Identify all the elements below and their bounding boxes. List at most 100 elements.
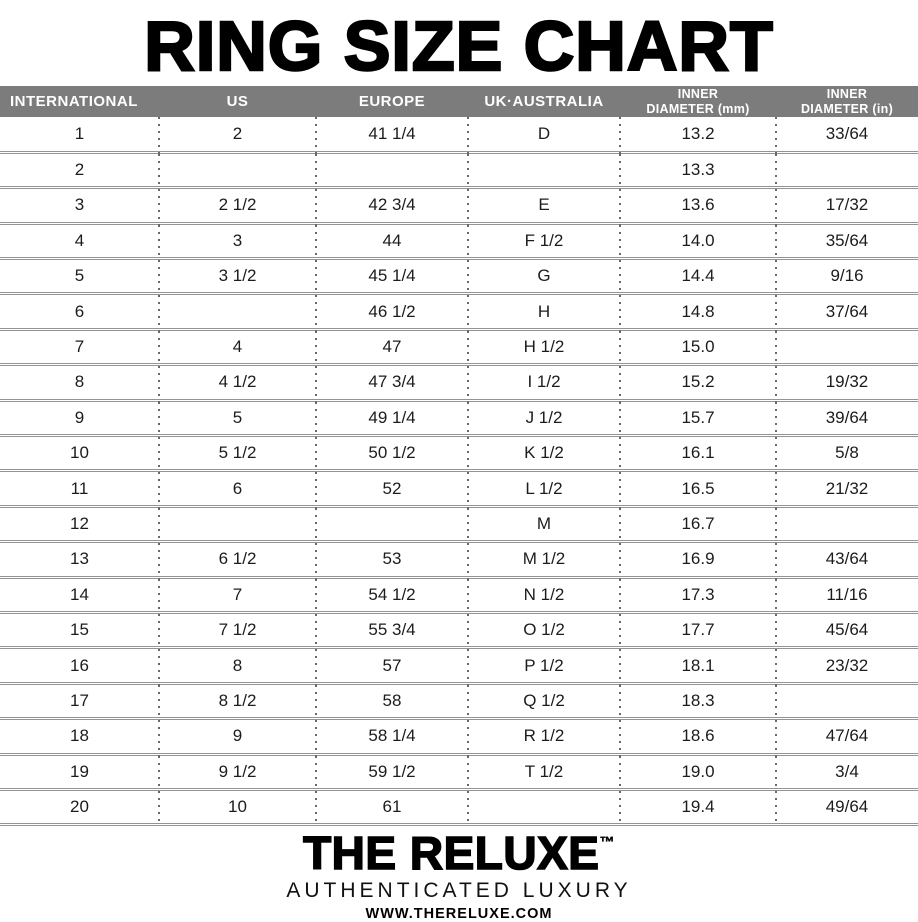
cell-europe: 49 1/4	[316, 400, 469, 438]
table-row: 17 8 1/2 58 Q 1/2 18.3	[0, 683, 918, 721]
cell-uk-australia	[468, 789, 621, 827]
column-header-inner-diameter-in: INNER DIAMETER (in)	[776, 86, 918, 117]
cell-inner-diameter-in: 39/64	[776, 400, 918, 438]
cell-inner-diameter-in: 19/32	[776, 364, 918, 402]
cell-us: 3	[159, 223, 317, 261]
table-row: 16 8 57 P 1/2 18.1 23/32	[0, 647, 918, 685]
cell-inner-diameter-in: 9/16	[776, 258, 918, 296]
cell-international: 8	[0, 364, 160, 402]
page-title: RING SIZE CHART	[143, 6, 774, 87]
cell-international: 5	[0, 258, 160, 296]
table-row: 19 9 1/2 59 1/2 T 1/2 19.0 3/4	[0, 754, 918, 791]
cell-europe: 54 1/2	[316, 577, 469, 614]
cell-uk-australia	[468, 152, 621, 190]
column-header-inner-diameter-mm-line1: INNER	[677, 86, 719, 101]
cell-inner-diameter-in	[776, 152, 918, 190]
cell-europe: 41 1/4	[316, 117, 469, 155]
cell-uk-australia: D	[468, 117, 621, 155]
cell-international: 11	[0, 470, 160, 508]
cell-europe: 50 1/2	[316, 435, 469, 473]
cell-europe: 42 3/4	[316, 187, 469, 225]
cell-uk-australia: R 1/2	[468, 718, 621, 756]
cell-inner-diameter-in: 45/64	[776, 612, 918, 650]
cell-us: 4 1/2	[159, 364, 317, 402]
cell-inner-diameter-in: 21/32	[776, 470, 918, 508]
cell-inner-diameter-in: 37/64	[776, 293, 918, 331]
cell-uk-australia: F 1/2	[468, 223, 621, 261]
cell-uk-australia: O 1/2	[468, 612, 621, 650]
cell-us: 5 1/2	[159, 435, 317, 473]
cell-inner-diameter-mm: 13.3	[620, 152, 777, 190]
cell-international: 7	[0, 329, 160, 367]
cell-uk-australia: P 1/2	[468, 647, 621, 685]
cell-international: 16	[0, 647, 160, 685]
cell-europe: 52	[316, 470, 469, 508]
table-row: 11 6 52 L 1/2 16.5 21/32	[0, 470, 918, 508]
table-row: 20 10 61 19.4 49/64	[0, 789, 918, 827]
cell-inner-diameter-mm: 18.6	[620, 718, 777, 756]
cell-inner-diameter-in: 23/32	[776, 647, 918, 685]
cell-europe: 57	[316, 647, 469, 685]
cell-europe: 47 3/4	[316, 364, 469, 402]
cell-inner-diameter-mm: 16.7	[620, 506, 777, 544]
cell-inner-diameter-in: 5/8	[776, 435, 918, 473]
cell-europe: 46 1/2	[316, 293, 469, 331]
cell-inner-diameter-in	[776, 329, 918, 367]
cell-inner-diameter-in: 35/64	[776, 223, 918, 261]
cell-europe: 47	[316, 329, 469, 367]
cell-inner-diameter-mm: 13.6	[620, 187, 777, 225]
table-row: 4 3 44 F 1/2 14.0 35/64	[0, 223, 918, 261]
cell-international: 20	[0, 789, 160, 827]
cell-international: 13	[0, 541, 160, 579]
cell-uk-australia: L 1/2	[468, 470, 621, 508]
cell-uk-australia: M 1/2	[468, 541, 621, 579]
table-row: 14 7 54 1/2 N 1/2 17.3 11/16	[0, 577, 918, 614]
cell-inner-diameter-in: 43/64	[776, 541, 918, 579]
cell-europe	[316, 506, 469, 544]
cell-uk-australia: N 1/2	[468, 577, 621, 614]
column-header-uk-australia: UK·AUSTRALIA	[468, 86, 620, 117]
cell-inner-diameter-in	[776, 683, 918, 721]
cell-international: 18	[0, 718, 160, 756]
cell-inner-diameter-mm: 13.2	[620, 117, 777, 155]
cell-inner-diameter-mm: 17.3	[620, 577, 777, 614]
cell-us: 6 1/2	[159, 541, 317, 579]
cell-inner-diameter-mm: 19.0	[620, 754, 777, 791]
cell-europe: 58	[316, 683, 469, 721]
cell-us: 5	[159, 400, 317, 438]
brand-tagline: AUTHENTICATED LUXURY	[286, 879, 632, 903]
cell-international: 14	[0, 577, 160, 614]
cell-international: 6	[0, 293, 160, 331]
cell-inner-diameter-mm: 16.1	[620, 435, 777, 473]
cell-inner-diameter-in: 3/4	[776, 754, 918, 791]
cell-uk-australia: E	[468, 187, 621, 225]
cell-us: 9 1/2	[159, 754, 317, 791]
cell-europe: 53	[316, 541, 469, 579]
cell-europe: 59 1/2	[316, 754, 469, 791]
cell-inner-diameter-mm: 15.7	[620, 400, 777, 438]
cell-inner-diameter-in: 33/64	[776, 117, 918, 154]
cell-europe: 61	[316, 789, 469, 827]
cell-inner-diameter-mm: 19.4	[620, 789, 777, 827]
ring-size-table: INTERNATIONAL US EUROPE UK·AUSTRALIA INN…	[0, 86, 918, 827]
column-header-inner-diameter-mm-line2: DIAMETER (mm)	[646, 101, 750, 116]
cell-international: 10	[0, 435, 160, 473]
cell-us: 4	[159, 329, 317, 367]
brand-name: THE RELUXE	[302, 827, 600, 880]
cell-us: 6	[159, 470, 317, 508]
table-row: 7 4 47 H 1/2 15.0	[0, 329, 918, 367]
table-row: 9 5 49 1/4 J 1/2 15.7 39/64	[0, 400, 918, 438]
cell-inner-diameter-mm: 14.8	[620, 293, 777, 331]
trademark-symbol: ™	[599, 834, 615, 852]
cell-us: 10	[159, 789, 317, 827]
cell-international: 12	[0, 506, 160, 544]
cell-inner-diameter-in: 11/16	[776, 577, 918, 614]
table-row: 6 46 1/2 H 14.8 37/64	[0, 293, 918, 331]
cell-us: 7	[159, 577, 317, 614]
cell-inner-diameter-in: 47/64	[776, 718, 918, 756]
cell-uk-australia: Q 1/2	[468, 683, 621, 721]
column-header-inner-diameter-mm: INNER DIAMETER (mm)	[620, 86, 776, 117]
